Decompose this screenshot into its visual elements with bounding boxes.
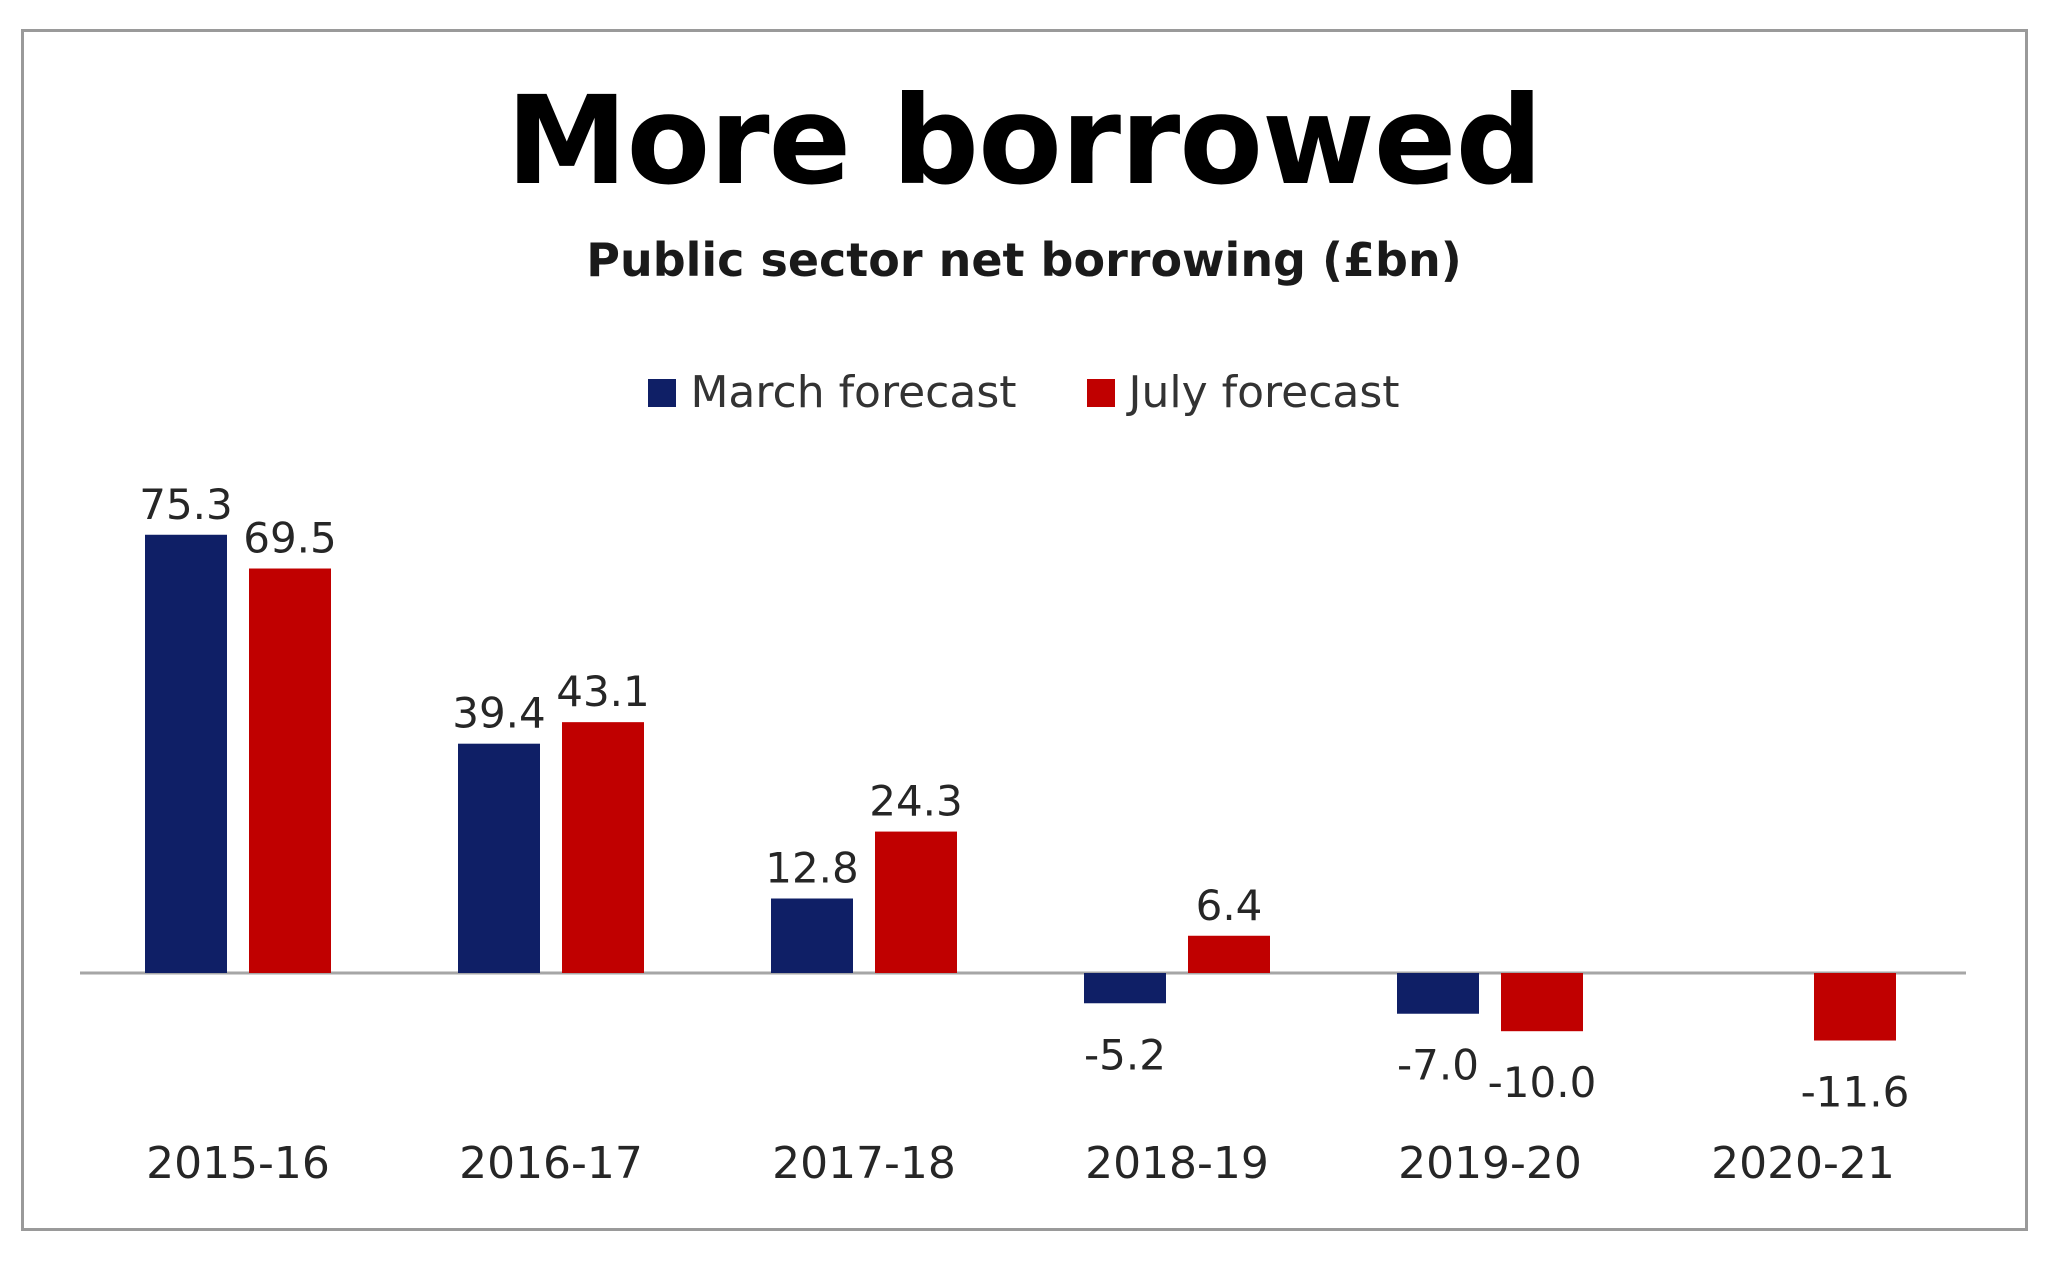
bar-july-2015-16: [249, 568, 331, 973]
bar-july-2018-19: [1188, 935, 1270, 973]
legend-swatch-july: [1086, 379, 1115, 407]
legend-swatch-march: [648, 379, 677, 407]
legend-item-july: July forecast: [1086, 367, 1400, 418]
bar-march-2019-20: [1397, 973, 1479, 1014]
value-label-july-2015-16: 69.5: [243, 514, 337, 563]
chart-frame: [21, 29, 2028, 1231]
value-label-march-2017-18: 12.8: [765, 844, 859, 893]
category-label-2017-18: 2017-18: [772, 1138, 956, 1189]
value-label-july-2016-17: 43.1: [556, 667, 650, 716]
value-label-july-2017-18: 24.3: [869, 777, 963, 826]
chart-subtitle: Public sector net borrowing (£bn): [586, 233, 1462, 287]
legend-label-july: July forecast: [1128, 367, 1400, 418]
bar-march-2016-17: [458, 743, 540, 973]
value-label-july-2020-21: -11.6: [1801, 1068, 1910, 1117]
value-label-july-2019-20: -10.0: [1488, 1058, 1597, 1107]
category-label-2018-19: 2018-19: [1085, 1138, 1269, 1189]
bar-july-2019-20: [1501, 973, 1583, 1032]
bar-march-2017-18: [771, 898, 853, 973]
value-label-march-2015-16: 75.3: [139, 480, 233, 529]
bar-july-2020-21: [1814, 973, 1896, 1041]
legend-item-march: March forecast: [648, 367, 1017, 418]
chart-legend: March forecast July forecast: [0, 368, 2048, 418]
chart-title: More borrowed: [506, 70, 1543, 212]
bar-july-2017-18: [875, 831, 957, 973]
bar-march-2015-16: [145, 534, 227, 973]
value-label-march-2019-20: -7.0: [1397, 1041, 1479, 1090]
legend-label-march: March forecast: [690, 367, 1017, 418]
category-label-2019-20: 2019-20: [1398, 1138, 1582, 1189]
bar-march-2018-19: [1084, 973, 1166, 1004]
category-label-2016-17: 2016-17: [459, 1138, 643, 1189]
value-label-july-2018-19: 6.4: [1196, 881, 1263, 930]
value-label-march-2018-19: -5.2: [1084, 1030, 1166, 1079]
category-label-2015-16: 2015-16: [146, 1138, 330, 1189]
category-label-2020-21: 2020-21: [1711, 1138, 1895, 1189]
bar-july-2016-17: [562, 722, 644, 973]
value-label-march-2016-17: 39.4: [452, 689, 546, 738]
